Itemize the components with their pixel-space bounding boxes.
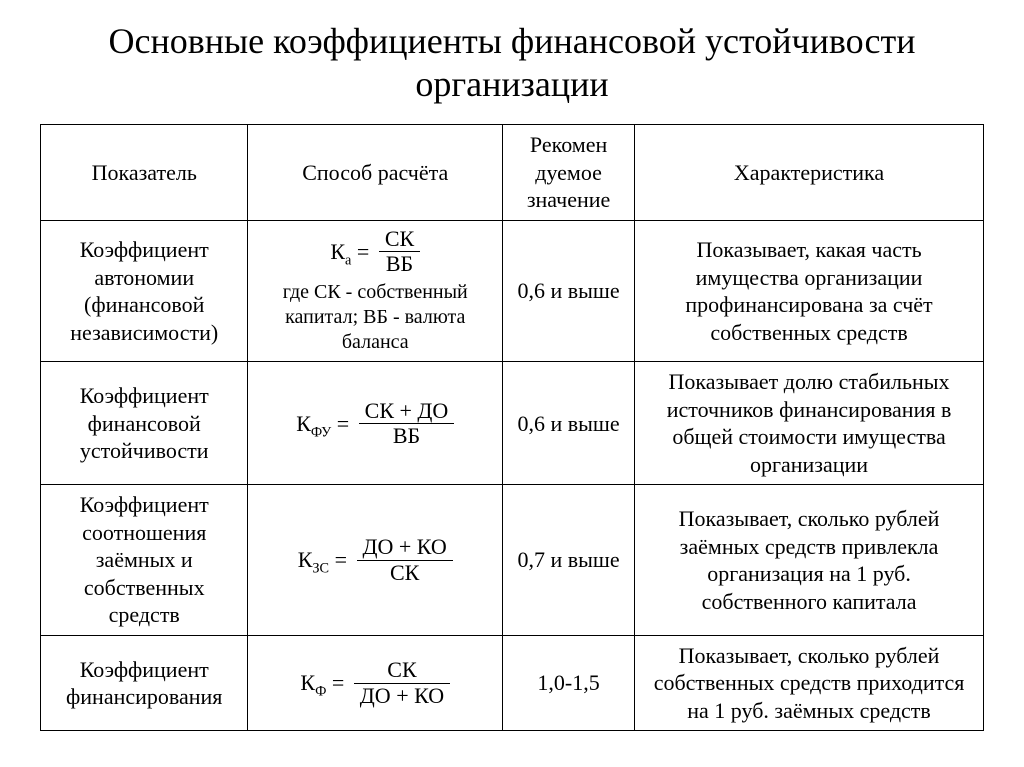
coef-symbol: К xyxy=(300,670,315,695)
cell-indicator: Коэффициент финансирования xyxy=(41,635,248,731)
cell-characteristic: Показывает, какая часть имущества органи… xyxy=(635,220,984,361)
table-row: Коэффициент автономии (финансовой незави… xyxy=(41,220,984,361)
cell-recommended: 1,0-1,5 xyxy=(503,635,635,731)
col-header-characteristic: Характеристика xyxy=(635,125,984,221)
fraction-numerator: СК + ДО xyxy=(359,399,455,424)
cell-formula: КФУ = СК + ДО ВБ xyxy=(248,362,503,485)
fraction: ДО + КО СК xyxy=(357,535,453,584)
cell-formula: Ка = СК ВБ где СК - собственный капитал;… xyxy=(248,220,503,361)
coefficients-table: Показатель Способ расчёта Рекомен дуемое… xyxy=(40,124,984,731)
table-row: Коэффициент финансовой устойчивости КФУ … xyxy=(41,362,984,485)
col-header-recommended: Рекомен дуемое значение xyxy=(503,125,635,221)
formula-definitions: где СК - собственный капитал; ВБ - валют… xyxy=(256,280,494,355)
cell-characteristic: Показывает долю стабильных источников фи… xyxy=(635,362,984,485)
coef-symbol: К xyxy=(330,239,345,264)
cell-recommended: 0,6 и выше xyxy=(503,220,635,361)
cell-characteristic: Показывает, сколько рублей собственных с… xyxy=(635,635,984,731)
cell-characteristic: Показывает, сколько рублей заёмных средс… xyxy=(635,485,984,636)
coef-subscript: а xyxy=(345,252,351,268)
cell-recommended: 0,6 и выше xyxy=(503,362,635,485)
table-row: Коэффициент финансирования КФ = СК ДО + … xyxy=(41,635,984,731)
fraction-numerator: СК xyxy=(379,227,420,252)
coef-subscript: ФУ xyxy=(311,424,331,440)
fraction-denominator: ВБ xyxy=(379,252,420,276)
coef-subscript: ЗС xyxy=(312,561,329,577)
page-title: Основные коэффициенты финансовой устойчи… xyxy=(40,20,984,106)
fraction-denominator: ДО + КО xyxy=(354,684,450,708)
cell-indicator: Коэффициент соотношения заёмных и собств… xyxy=(41,485,248,636)
col-header-indicator: Показатель xyxy=(41,125,248,221)
cell-formula: КЗС = ДО + КО СК xyxy=(248,485,503,636)
fraction-denominator: ВБ xyxy=(359,424,455,448)
cell-recommended: 0,7 и выше xyxy=(503,485,635,636)
table-header-row: Показатель Способ расчёта Рекомен дуемое… xyxy=(41,125,984,221)
cell-indicator: Коэффициент автономии (финансовой незави… xyxy=(41,220,248,361)
cell-indicator: Коэффициент финансовой устойчивости xyxy=(41,362,248,485)
fraction: СК + ДО ВБ xyxy=(359,399,455,448)
coef-symbol: К xyxy=(298,547,313,572)
coef-symbol: К xyxy=(296,411,311,436)
table-row: Коэффициент соотношения заёмных и собств… xyxy=(41,485,984,636)
cell-formula: КФ = СК ДО + КО xyxy=(248,635,503,731)
fraction: СК ДО + КО xyxy=(354,658,450,707)
fraction-numerator: ДО + КО xyxy=(357,535,453,560)
fraction-denominator: СК xyxy=(357,561,453,585)
coef-subscript: Ф xyxy=(315,684,326,700)
col-header-formula: Способ расчёта xyxy=(248,125,503,221)
fraction-numerator: СК xyxy=(354,658,450,683)
fraction: СК ВБ xyxy=(379,227,420,276)
